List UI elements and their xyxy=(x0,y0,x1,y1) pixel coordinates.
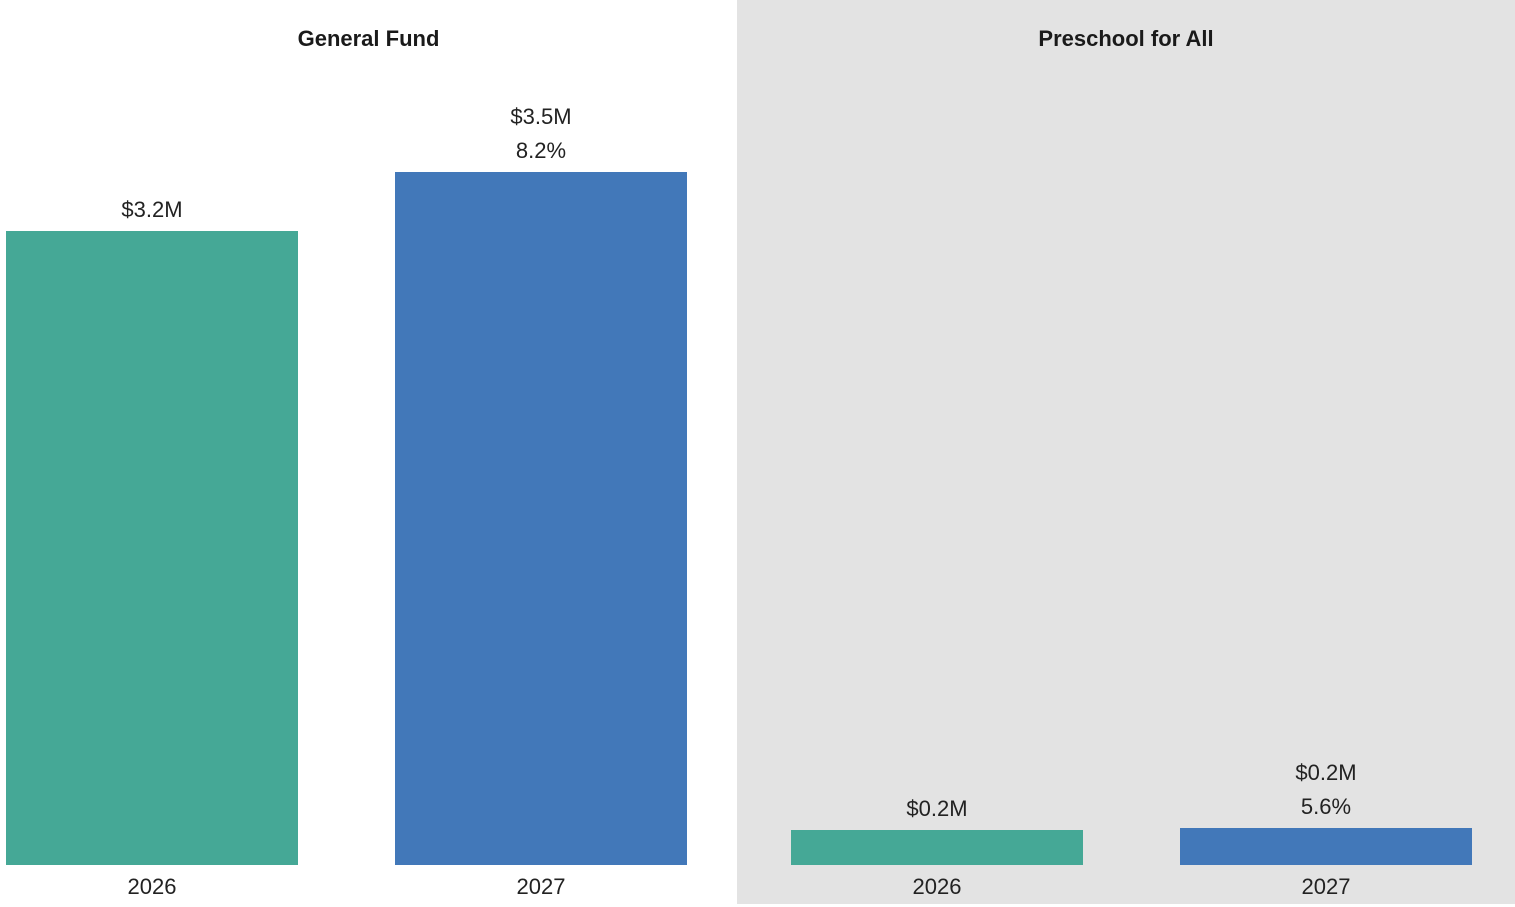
general-fund-pct-label-2027: 8.2% xyxy=(515,138,567,163)
general-fund-panel: General Fund $3.2M 2026 $3.5M 8.2% 2027 xyxy=(0,0,737,904)
preschool-for-all-value-label-2026: $0.2M xyxy=(906,796,968,821)
preschool-for-all-bar-2026 xyxy=(791,830,1083,865)
preschool-for-all-bar-2027 xyxy=(1180,828,1472,865)
general-fund-bar-2026 xyxy=(6,231,298,865)
general-fund-value-label-2027: $3.5M xyxy=(510,104,572,129)
preschool-for-all-category-label-2027: 2027 xyxy=(1301,874,1351,899)
general-fund-bar-2027 xyxy=(395,172,687,865)
general-fund-title: General Fund xyxy=(297,26,440,51)
general-fund-category-label-2027: 2027 xyxy=(516,874,566,899)
preschool-for-all-value-label-2027: $0.2M xyxy=(1295,760,1357,785)
preschool-for-all-title: Preschool for All xyxy=(1038,26,1214,51)
general-fund-category-label-2026: 2026 xyxy=(127,874,177,899)
preschool-for-all-pct-label-2027: 5.6% xyxy=(1300,794,1352,819)
general-fund-value-label-2026: $3.2M xyxy=(121,197,183,223)
preschool-for-all-category-label-2026: 2026 xyxy=(912,874,962,899)
preschool-for-all-panel: Preschool for All $0.2M 2026 $0.2M 5.6% 2027 xyxy=(737,0,1515,904)
